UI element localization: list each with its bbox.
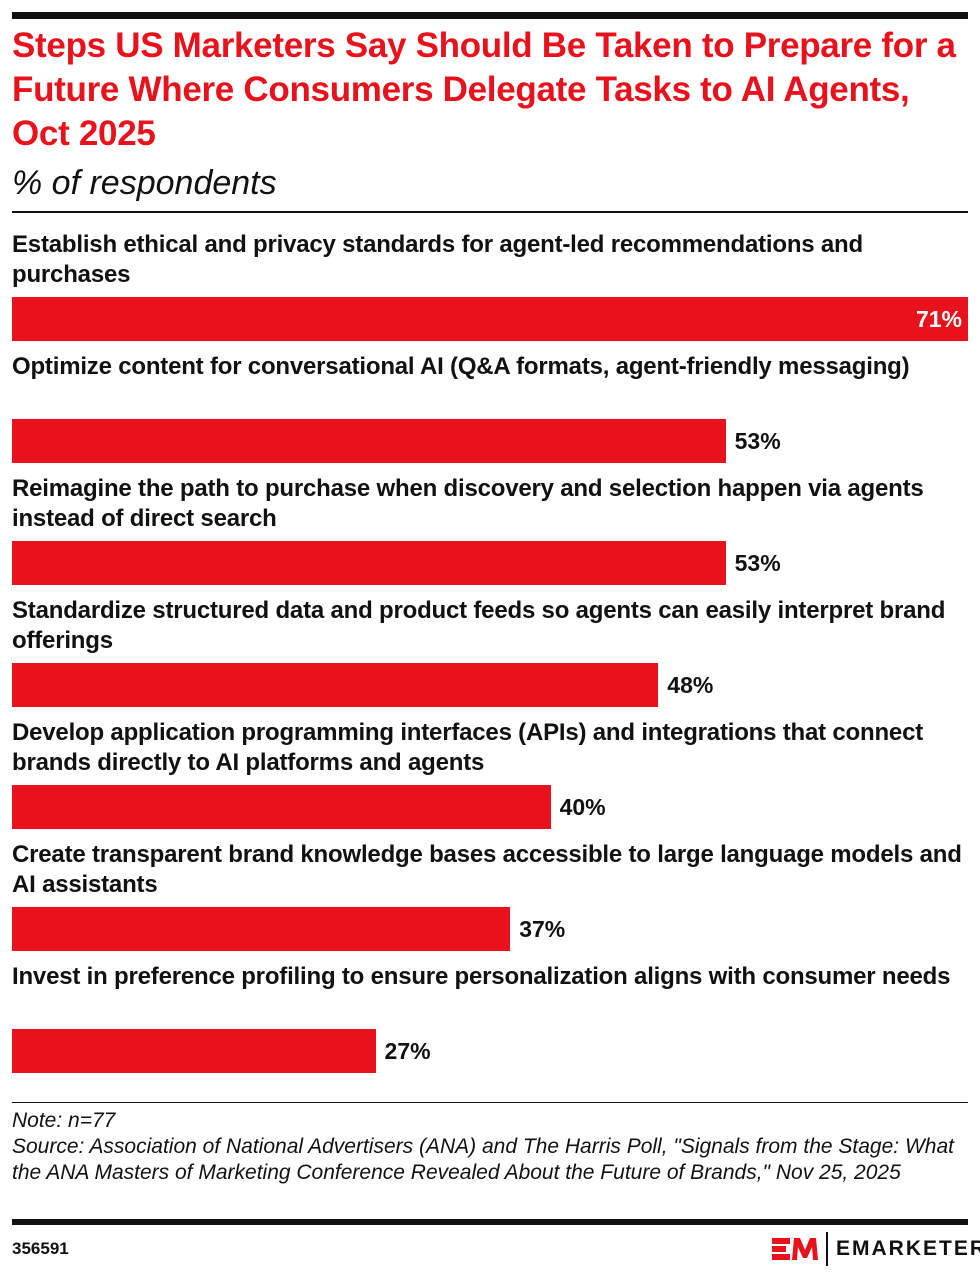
data-label: 53% [734, 428, 781, 454]
chart-title: Steps US Marketers Say Should Be Taken t… [12, 26, 956, 153]
chart-id: 356591 [12, 1239, 69, 1258]
bar [12, 419, 726, 463]
bar [12, 1029, 376, 1073]
category-group: Standardize structured data and product … [12, 596, 972, 707]
category-label: Develop application programming interfac… [12, 719, 924, 776]
chart-subtitle: % of respondents [12, 164, 277, 202]
category-group: Reimagine the path to purchase when disc… [12, 474, 972, 585]
logo-divider [826, 1232, 828, 1266]
data-label: 27% [384, 1038, 431, 1064]
category-label: Invest in preference profiling to ensure… [12, 963, 951, 990]
bar [12, 785, 551, 829]
bar [12, 663, 659, 707]
data-label: 71% [915, 306, 962, 332]
em-logo-icon [772, 1238, 818, 1260]
category-group: Create transparent brand knowledge bases… [12, 840, 972, 951]
category-group: Invest in preference profiling to ensure… [12, 962, 972, 1073]
data-label: 37% [519, 916, 566, 942]
notes: Note: n=77 Source: Association of Nation… [12, 1108, 962, 1186]
data-label: 40% [559, 794, 606, 820]
bar [12, 297, 968, 341]
bar [12, 907, 511, 951]
brand-name: EMARKETER [836, 1237, 980, 1260]
category-group: Establish ethical and privacy standards … [12, 230, 972, 341]
category-label: Optimize content for conversational AI (… [12, 353, 910, 380]
top-rule [12, 12, 968, 19]
footer-divider [12, 1102, 968, 1103]
header-divider [12, 211, 968, 213]
bar [12, 541, 726, 585]
emarketer-logo: EMARKETER [772, 1232, 980, 1266]
note: Note: n=77 [12, 1109, 116, 1132]
category-group: Develop application programming interfac… [12, 718, 972, 829]
data-label: 53% [734, 550, 781, 576]
category-label: Create transparent brand knowledge bases… [12, 841, 962, 898]
data-label: 48% [667, 672, 714, 698]
category-label: Reimagine the path to purchase when disc… [12, 475, 924, 532]
category-label: Establish ethical and privacy standards … [12, 231, 863, 288]
category-label: Standardize structured data and product … [12, 597, 946, 654]
category-group: Optimize content for conversational AI (… [12, 352, 972, 463]
source: Source: Association of National Advertis… [12, 1135, 954, 1184]
bottom-rule [12, 1219, 968, 1225]
